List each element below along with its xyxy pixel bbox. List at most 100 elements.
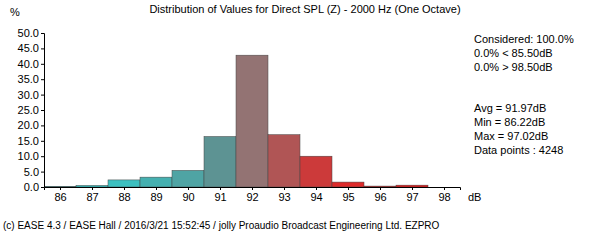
y-tick-label: 40.0: [18, 58, 39, 70]
annotation: Avg = 91.97dB: [474, 102, 546, 114]
bar: [108, 180, 140, 187]
annotation: Min = 86.22dB: [474, 116, 545, 128]
x-tick-mark: [284, 187, 285, 190]
x-tick-mark: [316, 187, 317, 190]
x-tick-mark: [348, 187, 349, 190]
y-tick-label: 15.0: [18, 135, 39, 147]
x-tick-mark: [92, 187, 93, 190]
bar: [396, 185, 428, 187]
y-tick-label: 20.0: [18, 119, 39, 131]
x-tick-mark: [156, 187, 157, 190]
x-tick-label: 95: [342, 191, 354, 203]
x-axis-line: [45, 188, 461, 191]
y-tick: 45.0: [18, 42, 44, 54]
x-tick-label: 93: [278, 191, 290, 203]
y-tick: 15.0: [18, 135, 44, 147]
x-tick-label: 97: [406, 191, 418, 203]
bar: [332, 182, 364, 187]
bar: [204, 136, 236, 187]
y-tick-mark: [41, 48, 44, 49]
x-tick-mark: [188, 187, 189, 190]
y-tick-mark: [41, 187, 44, 188]
x-tick-label: 88: [118, 191, 130, 203]
bar: [428, 187, 460, 188]
y-axis-label: %: [10, 6, 20, 18]
annotation: Max = 97.02dB: [474, 130, 548, 142]
x-tick: 90: [182, 187, 194, 203]
x-tick: 88: [118, 187, 130, 203]
x-tick-label: 96: [374, 191, 386, 203]
y-tick: 25.0: [18, 104, 44, 116]
bar: [364, 186, 396, 187]
y-tick-mark: [41, 33, 44, 34]
x-tick-label: 86: [54, 191, 66, 203]
y-tick-mark: [41, 110, 44, 111]
y-tick: 5.0: [24, 166, 44, 178]
x-tick-mark: [412, 187, 413, 190]
bar: [236, 55, 268, 187]
chart: 0.0 5.0 10.0 15.0 20.0 25.0 30.0 35.0 40.0 45.0 50…: [0, 0, 613, 233]
y-tick-label: 50.0: [18, 27, 39, 39]
x-tick-mark: [60, 187, 61, 190]
x-axis-label: dB: [468, 191, 481, 203]
annotation: Data points : 4248: [474, 144, 563, 156]
x-tick-label: 94: [310, 191, 322, 203]
y-tick: 20.0: [18, 119, 44, 131]
title: Distribution of Values for Direct SPL (Z…: [149, 3, 460, 15]
annotation: Considered: 100.0%: [474, 33, 574, 45]
y-tick-label: 30.0: [18, 89, 39, 101]
plot: 0.0 5.0 10.0 15.0 20.0 25.0 30.0 35.0 40.0 45.0 50…: [18, 27, 461, 203]
annotation: 0.0% < 85.50dB: [474, 47, 553, 59]
y-tick: 35.0: [18, 73, 44, 85]
x-tick: 89: [150, 187, 162, 203]
y-tick-mark: [41, 156, 44, 157]
y-tick: 10.0: [18, 150, 44, 162]
x-tick-mark: [380, 187, 381, 190]
x-tick: 92: [246, 187, 258, 203]
bar: [172, 170, 204, 187]
x-tick-mark: [444, 187, 445, 190]
x-tick-label: 92: [246, 191, 258, 203]
y-tick-label: 35.0: [18, 73, 39, 85]
x-tick: 95: [342, 187, 354, 203]
y-tick-mark: [41, 79, 44, 80]
bar: [140, 177, 172, 187]
x-tick: 96: [374, 187, 386, 203]
y-axis-line: [41, 34, 45, 188]
y-tick-label: 0.0: [24, 181, 39, 193]
x-tick: 94: [310, 187, 322, 203]
y-axis: 0.0 5.0 10.0 15.0 20.0 25.0 30.0 35.0 40.0 45.0 50…: [18, 27, 45, 193]
x-tick: 86: [54, 187, 66, 203]
y-tick: 30.0: [18, 89, 44, 101]
y-tick-mark: [41, 64, 44, 65]
y-tick: 40.0: [18, 58, 44, 70]
y-tick-label: 5.0: [24, 166, 39, 178]
x-tick-mark: [220, 187, 221, 190]
x-tick: 98: [438, 187, 450, 203]
x-tick: 91: [214, 187, 226, 203]
y-tick-mark: [41, 172, 44, 173]
x-tick: 97: [406, 187, 418, 203]
bar: [76, 185, 108, 187]
x-tick: 93: [278, 187, 290, 203]
x-tick-label: 98: [438, 191, 450, 203]
y-tick: 50.0: [18, 27, 44, 39]
y-tick-label: 25.0: [18, 104, 39, 116]
bar: [300, 156, 332, 187]
x-tick-label: 87: [86, 191, 98, 203]
bars: [44, 55, 428, 187]
x-tick-label: 90: [182, 191, 194, 203]
x-tick-mark: [252, 187, 253, 190]
x-axis: 86 87 88 89 90 91 92 93 94 95 96 97 98: [45, 187, 461, 203]
bar: [44, 186, 76, 187]
annotations: Considered: 100.0% 0.0% < 85.50dB 0.0% > 9…: [474, 33, 574, 156]
x-tick-mark: [124, 187, 125, 190]
x-tick-label: 91: [214, 191, 226, 203]
y-tick-label: 10.0: [18, 150, 39, 162]
y-tick-mark: [41, 141, 44, 142]
y-tick-label: 45.0: [18, 42, 39, 54]
footer: (c) EASE 4.3 / EASE Hall / 2016/3/21 15:…: [3, 220, 440, 231]
y-tick: 0.0: [24, 181, 44, 193]
annotation: 0.0% > 98.50dB: [474, 61, 553, 73]
x-tick-label: 89: [150, 191, 162, 203]
